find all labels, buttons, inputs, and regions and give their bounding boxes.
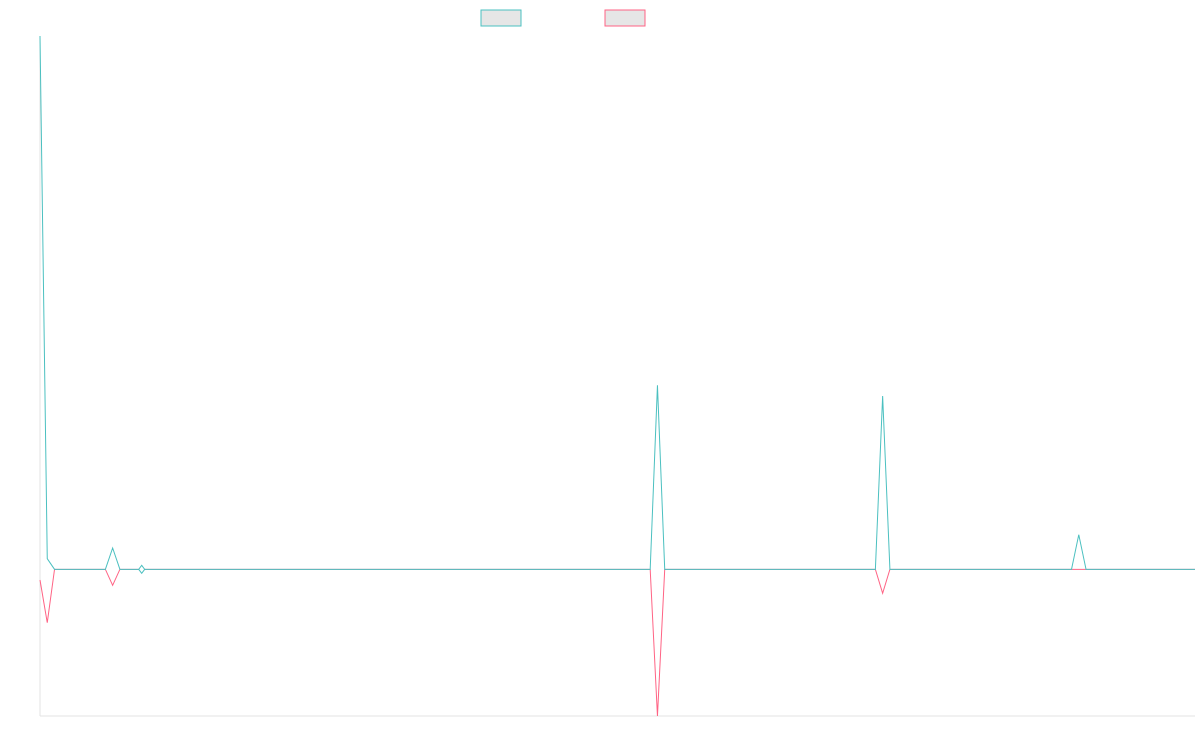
legend-swatch-1[interactable] xyxy=(480,9,522,27)
axes xyxy=(39,36,1195,717)
series-line-1 xyxy=(39,35,1195,570)
series-line-2 xyxy=(39,568,1195,717)
legend-swatch-2[interactable] xyxy=(604,9,646,27)
legend xyxy=(480,9,646,27)
series-layer xyxy=(39,35,1195,717)
baseline-marker xyxy=(138,564,146,575)
